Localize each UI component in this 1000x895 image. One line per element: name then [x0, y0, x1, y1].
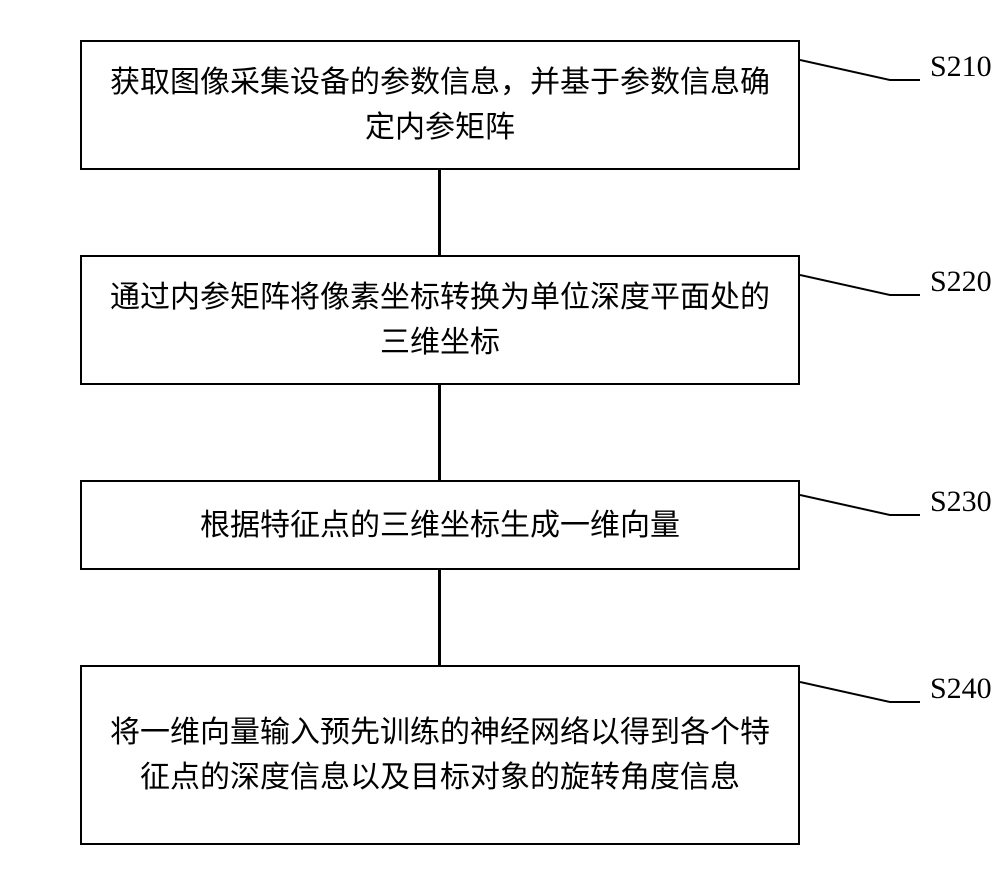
step-box-s240: 将一维向量输入预先训练的神经网络以得到各个特征点的深度信息以及目标对象的旋转角度…	[80, 665, 800, 845]
connector-3	[438, 570, 441, 665]
step-box-s210: 获取图像采集设备的参数信息，并基于参数信息确定内参矩阵	[80, 40, 800, 170]
step-label-s220: S220	[930, 265, 992, 299]
step-text-s210: 获取图像采集设备的参数信息，并基于参数信息确定内参矩阵	[106, 60, 774, 150]
step-text-s240: 将一维向量输入预先训练的神经网络以得到各个特征点的深度信息以及目标对象的旋转角度…	[106, 710, 774, 800]
callout-line-s230	[800, 485, 930, 525]
step-text-s220: 通过内参矩阵将像素坐标转换为单位深度平面处的三维坐标	[106, 275, 774, 365]
step-label-s240: S240	[930, 672, 992, 706]
step-text-s230: 根据特征点的三维坐标生成一维向量	[200, 503, 680, 548]
step-label-s230: S230	[930, 485, 992, 519]
step-box-s220: 通过内参矩阵将像素坐标转换为单位深度平面处的三维坐标	[80, 255, 800, 385]
connector-1	[438, 170, 441, 255]
callout-line-s240	[800, 672, 930, 712]
step-box-s230: 根据特征点的三维坐标生成一维向量	[80, 480, 800, 570]
callout-line-s220	[800, 265, 930, 305]
callout-line-s210	[800, 50, 930, 90]
flowchart-container: 获取图像采集设备的参数信息，并基于参数信息确定内参矩阵 S210 通过内参矩阵将…	[20, 20, 980, 875]
connector-2	[438, 385, 441, 480]
step-label-s210: S210	[930, 50, 992, 84]
